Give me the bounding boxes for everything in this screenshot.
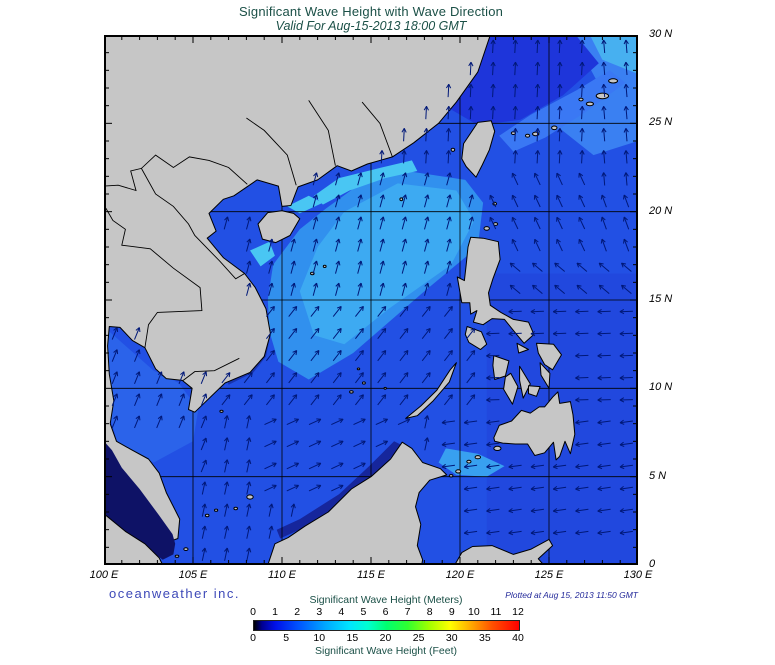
colorbar-meters-tick: 3 bbox=[316, 606, 323, 618]
lat-label: 25 N bbox=[649, 116, 673, 129]
colorbar-gradient bbox=[253, 620, 520, 631]
lon-label: 105 E bbox=[178, 569, 208, 581]
land-layer bbox=[103, 34, 619, 566]
oceanweather-branding: oceanweather inc. bbox=[109, 586, 241, 601]
wave-direction-arrow-layer bbox=[111, 39, 633, 561]
colorbar-meters-tick: 12 bbox=[512, 606, 524, 618]
lat-label: 10 N bbox=[649, 381, 673, 394]
colorbar-feet-tick: 35 bbox=[479, 632, 491, 644]
colorbar-meters-tick: 0 bbox=[250, 606, 256, 618]
lat-label: 15 N bbox=[649, 293, 673, 305]
country-border-layer bbox=[103, 100, 393, 381]
frame-and-ticks-layer bbox=[103, 34, 639, 566]
valid-time-subtitle: Valid For Aug-15-2013 18:00 GMT bbox=[275, 19, 467, 33]
lon-label: 110 E bbox=[268, 569, 296, 581]
map-canvas bbox=[103, 34, 639, 566]
header: Significant Wave Height with Wave Direct… bbox=[104, 4, 638, 33]
lat-label: 30 N bbox=[649, 28, 673, 40]
colorbar-meters-tick: 6 bbox=[382, 606, 389, 618]
colorbar-feet-tick: 25 bbox=[412, 632, 425, 644]
colorbar-meters-tick: 9 bbox=[448, 606, 455, 618]
colorbar-title-feet: Significant Wave Height (Feet) bbox=[314, 645, 457, 657]
lat-label: 0 bbox=[649, 558, 656, 570]
colorbar-feet-tick: 30 bbox=[445, 632, 458, 644]
colorbar-feet-tick: 20 bbox=[379, 632, 392, 644]
colorbar-meters-tick: 5 bbox=[360, 606, 367, 618]
colorbar-meters-tick: 1 bbox=[272, 606, 278, 618]
colorbar-meters-tick: 10 bbox=[467, 606, 480, 618]
lat-label: 20 N bbox=[649, 204, 673, 217]
colorbar-feet-tick: 5 bbox=[283, 632, 290, 644]
colorbar-title-meters: Significant Wave Height (Meters) bbox=[309, 594, 463, 606]
colorbar-meters-tick: 4 bbox=[338, 606, 345, 618]
page-title: Significant Wave Height with Wave Direct… bbox=[238, 4, 504, 19]
plotted-at-timestamp: Plotted at Aug 15, 2013 11:50 GMT bbox=[505, 590, 638, 600]
colorbar-meters-tick: 7 bbox=[404, 606, 411, 618]
colorbar-meters-tick: 11 bbox=[490, 606, 502, 618]
colorbar-feet-tick: 15 bbox=[346, 632, 359, 644]
colorbar-feet-tick: 40 bbox=[512, 632, 524, 644]
colorbar-feet-tick: 10 bbox=[313, 632, 326, 644]
lon-label: 130 E bbox=[623, 569, 653, 581]
lat-label: 5 N bbox=[649, 469, 667, 482]
lon-label: 115 E bbox=[357, 569, 385, 581]
lon-label: 100 E bbox=[89, 569, 119, 581]
lon-label: 120 E bbox=[445, 569, 475, 581]
lon-label: 125 E bbox=[534, 569, 564, 581]
colorbar-meters-tick: 8 bbox=[426, 606, 433, 618]
colorbar-feet-tick: 0 bbox=[250, 632, 256, 644]
colorbar-meters-tick: 2 bbox=[294, 606, 301, 618]
